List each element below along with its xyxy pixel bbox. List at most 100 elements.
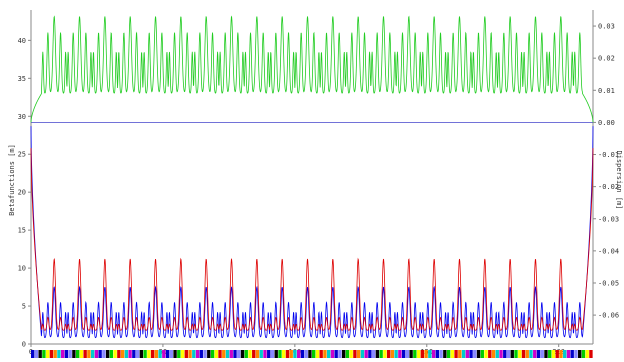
lattice-element	[210, 350, 215, 358]
lattice-element	[435, 350, 440, 358]
lattice-element	[150, 350, 155, 358]
right-tick-label: -0.06	[598, 312, 619, 320]
lattice-element	[102, 350, 106, 358]
right-tick-label: 0.00	[598, 119, 615, 127]
lattice-element	[383, 350, 387, 358]
lattice-element	[540, 350, 544, 358]
lattice-element	[525, 350, 529, 358]
right-tick-label: -0.02	[598, 183, 619, 191]
lattice-element	[589, 350, 593, 358]
lattice-element	[240, 350, 245, 358]
lattice-element	[162, 350, 166, 358]
lattice-element	[409, 350, 413, 358]
lattice-element	[270, 350, 275, 358]
lattice-element	[581, 350, 586, 358]
lattice-element	[450, 350, 454, 358]
lattice-element	[120, 350, 125, 358]
lattice-element	[49, 350, 54, 358]
lattice-element	[424, 350, 428, 358]
lattice-element	[68, 350, 72, 358]
series-line-1	[30, 148, 594, 331]
lattice-element	[360, 350, 365, 358]
lattice-element	[443, 350, 447, 358]
lattice-element	[293, 350, 297, 358]
lattice-element	[364, 350, 368, 358]
lattice-element	[473, 350, 477, 358]
right-axis-title: Dispersion [m]	[615, 150, 623, 209]
lattice-element	[267, 350, 271, 358]
lattice-element	[259, 350, 263, 358]
lattice-element	[233, 350, 237, 358]
lattice-element	[521, 350, 526, 358]
series-group	[30, 15, 594, 339]
lattice-element	[188, 350, 192, 358]
lattice-element	[207, 350, 211, 358]
lattice-element	[398, 350, 402, 358]
lattice-element	[124, 350, 129, 358]
lattice-element	[135, 350, 140, 358]
lattice-element	[488, 350, 492, 358]
lattice-element	[147, 350, 151, 358]
lattice-element	[184, 350, 188, 358]
lattice-element	[117, 350, 121, 358]
lattice-element	[506, 350, 511, 358]
lattice-element	[416, 350, 421, 358]
right-tick-label: -0.05	[598, 279, 619, 287]
lattice-element	[469, 350, 473, 358]
lattice-element	[244, 350, 248, 358]
lattice-element	[79, 350, 84, 358]
left-tick-label: 30	[18, 113, 26, 121]
lattice-element	[480, 350, 484, 358]
lattice-element	[338, 350, 342, 358]
lattice-element	[371, 350, 376, 358]
series-line-2	[30, 15, 594, 123]
left-tick-label: 40	[18, 37, 26, 45]
lattice-element	[495, 350, 499, 358]
lattice-element	[349, 350, 353, 358]
lattice-element	[278, 350, 282, 358]
lattice-element	[195, 350, 200, 358]
left-tick-label: 5	[22, 303, 26, 311]
lattice-element	[566, 350, 571, 358]
lattice-element	[139, 350, 144, 358]
lattice-strip	[31, 350, 593, 358]
lattice-element	[75, 350, 80, 358]
lattice-element	[533, 350, 537, 358]
right-tick-label: -0.04	[598, 247, 619, 255]
lattice-element	[300, 350, 305, 358]
lattice-element	[225, 350, 230, 358]
lattice-element	[98, 350, 102, 358]
lattice-element	[203, 350, 207, 358]
lattice-element	[113, 350, 117, 358]
lattice-element	[431, 350, 436, 358]
lattice-element	[109, 350, 114, 358]
left-tick-label: 20	[18, 189, 26, 197]
series-line-0	[30, 126, 594, 339]
lattice-element	[218, 350, 222, 358]
lattice-element	[544, 350, 548, 358]
lattice-element	[289, 350, 293, 358]
lattice-element	[158, 350, 162, 358]
lattice-element	[180, 350, 185, 358]
lattice-element	[304, 350, 308, 358]
lattice-element	[341, 350, 346, 358]
lattice-element	[439, 350, 443, 358]
lattice-element	[330, 350, 335, 358]
right-tick-label: 0.01	[598, 87, 615, 95]
lattice-element	[551, 350, 556, 358]
lattice-element	[465, 350, 469, 358]
lattice-element	[192, 350, 196, 358]
lattice-element	[458, 350, 462, 358]
lattice-element	[255, 350, 260, 358]
lattice-element	[353, 350, 357, 358]
lattice-element	[375, 350, 380, 358]
lattice-element	[42, 350, 46, 358]
lattice-element	[57, 350, 61, 358]
lattice-element	[510, 350, 514, 358]
lattice-element	[38, 350, 42, 358]
lattice-element	[386, 350, 391, 358]
lattice-element	[64, 350, 69, 358]
lattice-element	[263, 350, 267, 358]
right-tick-label: 0.03	[598, 23, 615, 31]
lattice-element	[132, 350, 136, 358]
